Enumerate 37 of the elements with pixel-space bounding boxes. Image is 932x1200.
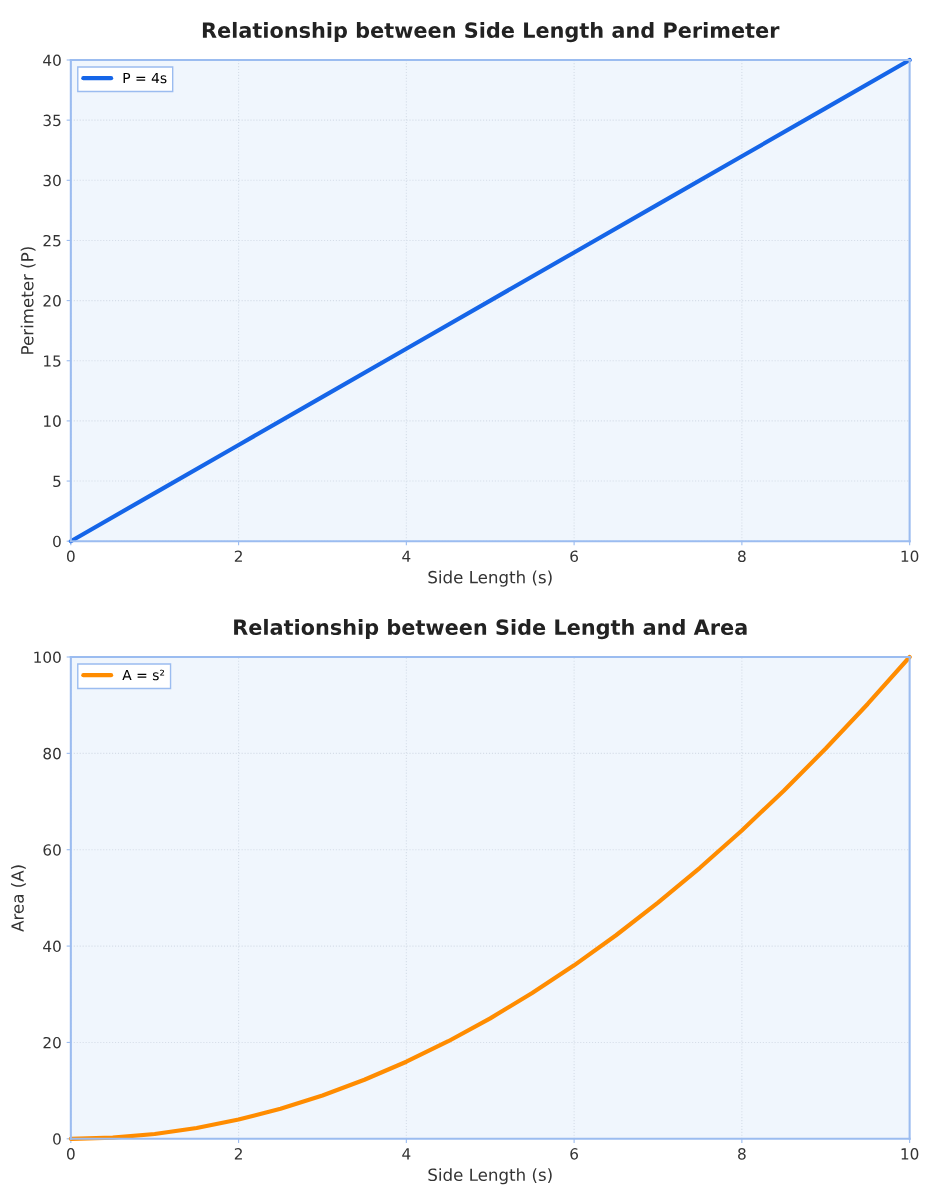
y-tick-label: 40 [43, 54, 61, 67]
y-tick-label: 40 [43, 940, 61, 953]
x-tick-label: 8 [738, 550, 746, 563]
chart-title: Relationship between Side Length and Perimeter [202, 21, 780, 43]
x-tick-label: 2 [234, 1148, 242, 1160]
x-tick-label: 8 [738, 1148, 746, 1160]
x-tick-label: 6 [570, 550, 579, 563]
y-tick-label: 5 [53, 475, 61, 488]
line-series [68, 57, 912, 544]
chart-title: Relationship between Side Length and Area [234, 618, 747, 640]
x-tick-label: 10 [901, 1148, 919, 1160]
x-tick-label: 10 [901, 550, 919, 563]
y-tick-label: 25 [43, 234, 61, 247]
y-tick-label: 0 [53, 1133, 61, 1145]
y-axis-title: Perimeter (P) [20, 247, 36, 354]
x-axis-title: Side Length (s) [428, 1168, 552, 1185]
legend-label: P = 4s [123, 72, 167, 84]
x-tick-label: 4 [402, 1148, 411, 1160]
y-tick-label: 0 [53, 535, 61, 548]
y-tick-label: 15 [44, 355, 61, 367]
y-axis-title: Area (A) [10, 865, 26, 932]
y-tick-label: 30 [43, 174, 61, 187]
y-tick-label: 100 [34, 651, 61, 664]
x-tick-label: 4 [402, 550, 411, 562]
x-axis-title: Side Length (s) [428, 570, 552, 587]
y-tick-label: 35 [43, 114, 61, 127]
x-tick-label: 2 [234, 550, 242, 562]
x-tick-label: 0 [66, 1148, 75, 1160]
y-tick-label: 60 [43, 844, 61, 856]
y-tick-label: 20 [43, 1036, 61, 1049]
y-tick-label: 20 [43, 295, 61, 307]
y-tick-label: 10 [44, 415, 61, 427]
x-tick-label: 0 [66, 550, 75, 563]
y-tick-label: 80 [43, 747, 61, 760]
x-tick-label: 6 [570, 1148, 579, 1160]
line-series [68, 654, 912, 1141]
legend-label: A = s² [122, 669, 165, 681]
